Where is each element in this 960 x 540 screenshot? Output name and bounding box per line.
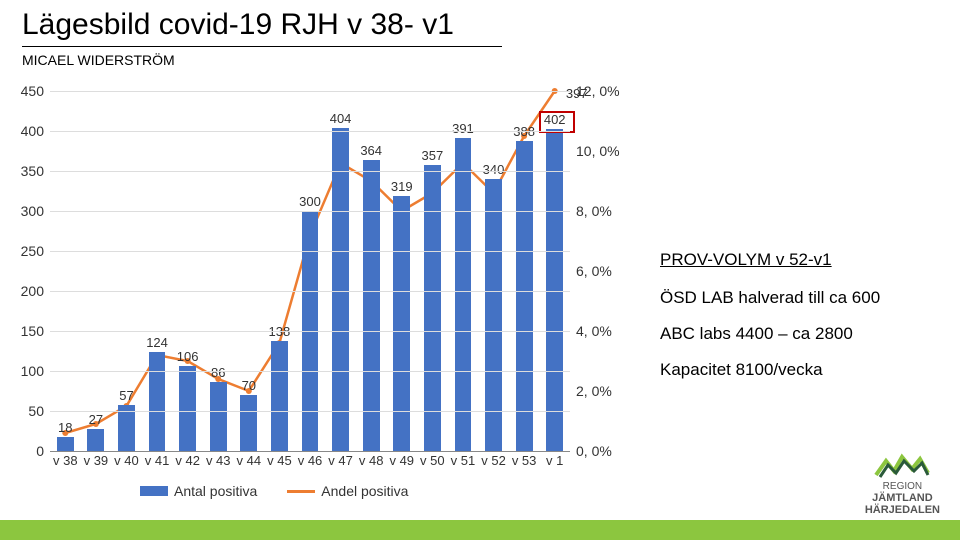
bar <box>118 405 135 451</box>
x-tick: v 53 <box>512 453 537 468</box>
bar-value-label: 300 <box>299 194 321 209</box>
page-title: Lägesbild covid-19 RJH v 38- v1 <box>22 8 454 42</box>
gridline <box>50 91 570 92</box>
bar <box>271 341 288 451</box>
x-tick: v 40 <box>114 453 139 468</box>
legend-swatch-bar <box>140 486 168 496</box>
bar-value-label: 27 <box>89 412 103 427</box>
region-logo: REGION JÄMTLAND HÄRJEDALEN <box>865 449 940 516</box>
notes-line: ABC labs 4400 – ca 2800 <box>660 324 880 344</box>
bar <box>363 160 380 451</box>
y-right-tick: 10, 0% <box>576 143 620 159</box>
gridline <box>50 411 570 412</box>
footer-bar <box>0 520 960 540</box>
bar <box>455 138 472 451</box>
x-tick: v 38 <box>53 453 78 468</box>
page-subtitle: MICAEL WIDERSTRÖM <box>22 52 175 68</box>
bar-value-label: 340 <box>483 162 505 177</box>
x-tick: v 42 <box>175 453 200 468</box>
x-tick: v 49 <box>389 453 414 468</box>
bar <box>516 141 533 451</box>
legend-label-line: Andel positiva <box>321 483 408 499</box>
y-left-tick: 350 <box>10 163 44 179</box>
x-tick: v 47 <box>328 453 353 468</box>
y-left-tick: 250 <box>10 243 44 259</box>
x-tick: v 44 <box>237 453 262 468</box>
y-left-tick: 400 <box>10 123 44 139</box>
gridline <box>50 211 570 212</box>
bar-value-label: 357 <box>421 148 443 163</box>
bar <box>393 196 410 451</box>
bar-value-label: 319 <box>391 179 413 194</box>
bar-value-label: 86 <box>211 365 225 380</box>
bar-value-label: 106 <box>177 349 199 364</box>
legend-swatch-line <box>287 490 315 493</box>
bar <box>87 429 104 451</box>
chart-legend: Antal positiva Andel positiva <box>140 483 408 499</box>
bar-value-label: 391 <box>452 121 474 136</box>
x-tick: v 50 <box>420 453 445 468</box>
covid-chart: 1827571241068670138300404364319357391340… <box>10 85 630 505</box>
x-tick: v 52 <box>481 453 506 468</box>
bar-value-label: 70 <box>242 378 256 393</box>
gridline <box>50 171 570 172</box>
bar <box>424 165 441 451</box>
bar <box>332 128 349 451</box>
notes-header: PROV-VOLYM v 52-v1 <box>660 250 880 270</box>
y-left-tick: 0 <box>10 443 44 459</box>
gridline <box>50 131 570 132</box>
bar <box>179 366 196 451</box>
y-right-tick: 4, 0% <box>576 323 612 339</box>
x-tick: v 41 <box>145 453 170 468</box>
y-right-tick: 8, 0% <box>576 203 612 219</box>
x-tick: v 43 <box>206 453 231 468</box>
y-left-tick: 300 <box>10 203 44 219</box>
gridline <box>50 331 570 332</box>
y-left-tick: 200 <box>10 283 44 299</box>
x-tick: v 51 <box>451 453 476 468</box>
x-tick: v 46 <box>298 453 323 468</box>
gridline <box>50 371 570 372</box>
y-right-tick: 6, 0% <box>576 263 612 279</box>
notes-block: PROV-VOLYM v 52-v1 ÖSD LAB halverad till… <box>660 250 880 396</box>
bar-value-label: 402 <box>544 112 566 127</box>
title-underline <box>22 46 502 47</box>
notes-line: Kapacitet 8100/vecka <box>660 360 880 380</box>
bar-value-label: 404 <box>330 111 352 126</box>
bar-value-label: 124 <box>146 335 168 350</box>
plot-area: 1827571241068670138300404364319357391340… <box>50 91 570 452</box>
bar <box>57 437 74 451</box>
x-tick: v 45 <box>267 453 292 468</box>
gridline <box>50 251 570 252</box>
y-left-tick: 150 <box>10 323 44 339</box>
logo-text-3: HÄRJEDALEN <box>865 504 940 516</box>
x-tick: v 39 <box>84 453 109 468</box>
y-right-tick: 2, 0% <box>576 383 612 399</box>
x-tick: v 1 <box>546 453 563 468</box>
gridline <box>50 291 570 292</box>
y-left-tick: 450 <box>10 83 44 99</box>
y-right-tick: 12, 0% <box>576 83 620 99</box>
bar <box>210 382 227 451</box>
logo-text-2: JÄMTLAND <box>865 492 940 504</box>
bar <box>149 352 166 451</box>
y-right-tick: 0, 0% <box>576 443 612 459</box>
logo-text-1: REGION <box>865 481 940 492</box>
bar <box>240 395 257 451</box>
y-left-tick: 100 <box>10 363 44 379</box>
bar-value-label: 364 <box>360 143 382 158</box>
bar-value-label: 57 <box>119 388 133 403</box>
notes-line: ÖSD LAB halverad till ca 600 <box>660 288 880 308</box>
legend-label-bar: Antal positiva <box>174 483 257 499</box>
x-tick: v 48 <box>359 453 384 468</box>
y-left-tick: 50 <box>10 403 44 419</box>
bar-value-label: 18 <box>58 420 72 435</box>
